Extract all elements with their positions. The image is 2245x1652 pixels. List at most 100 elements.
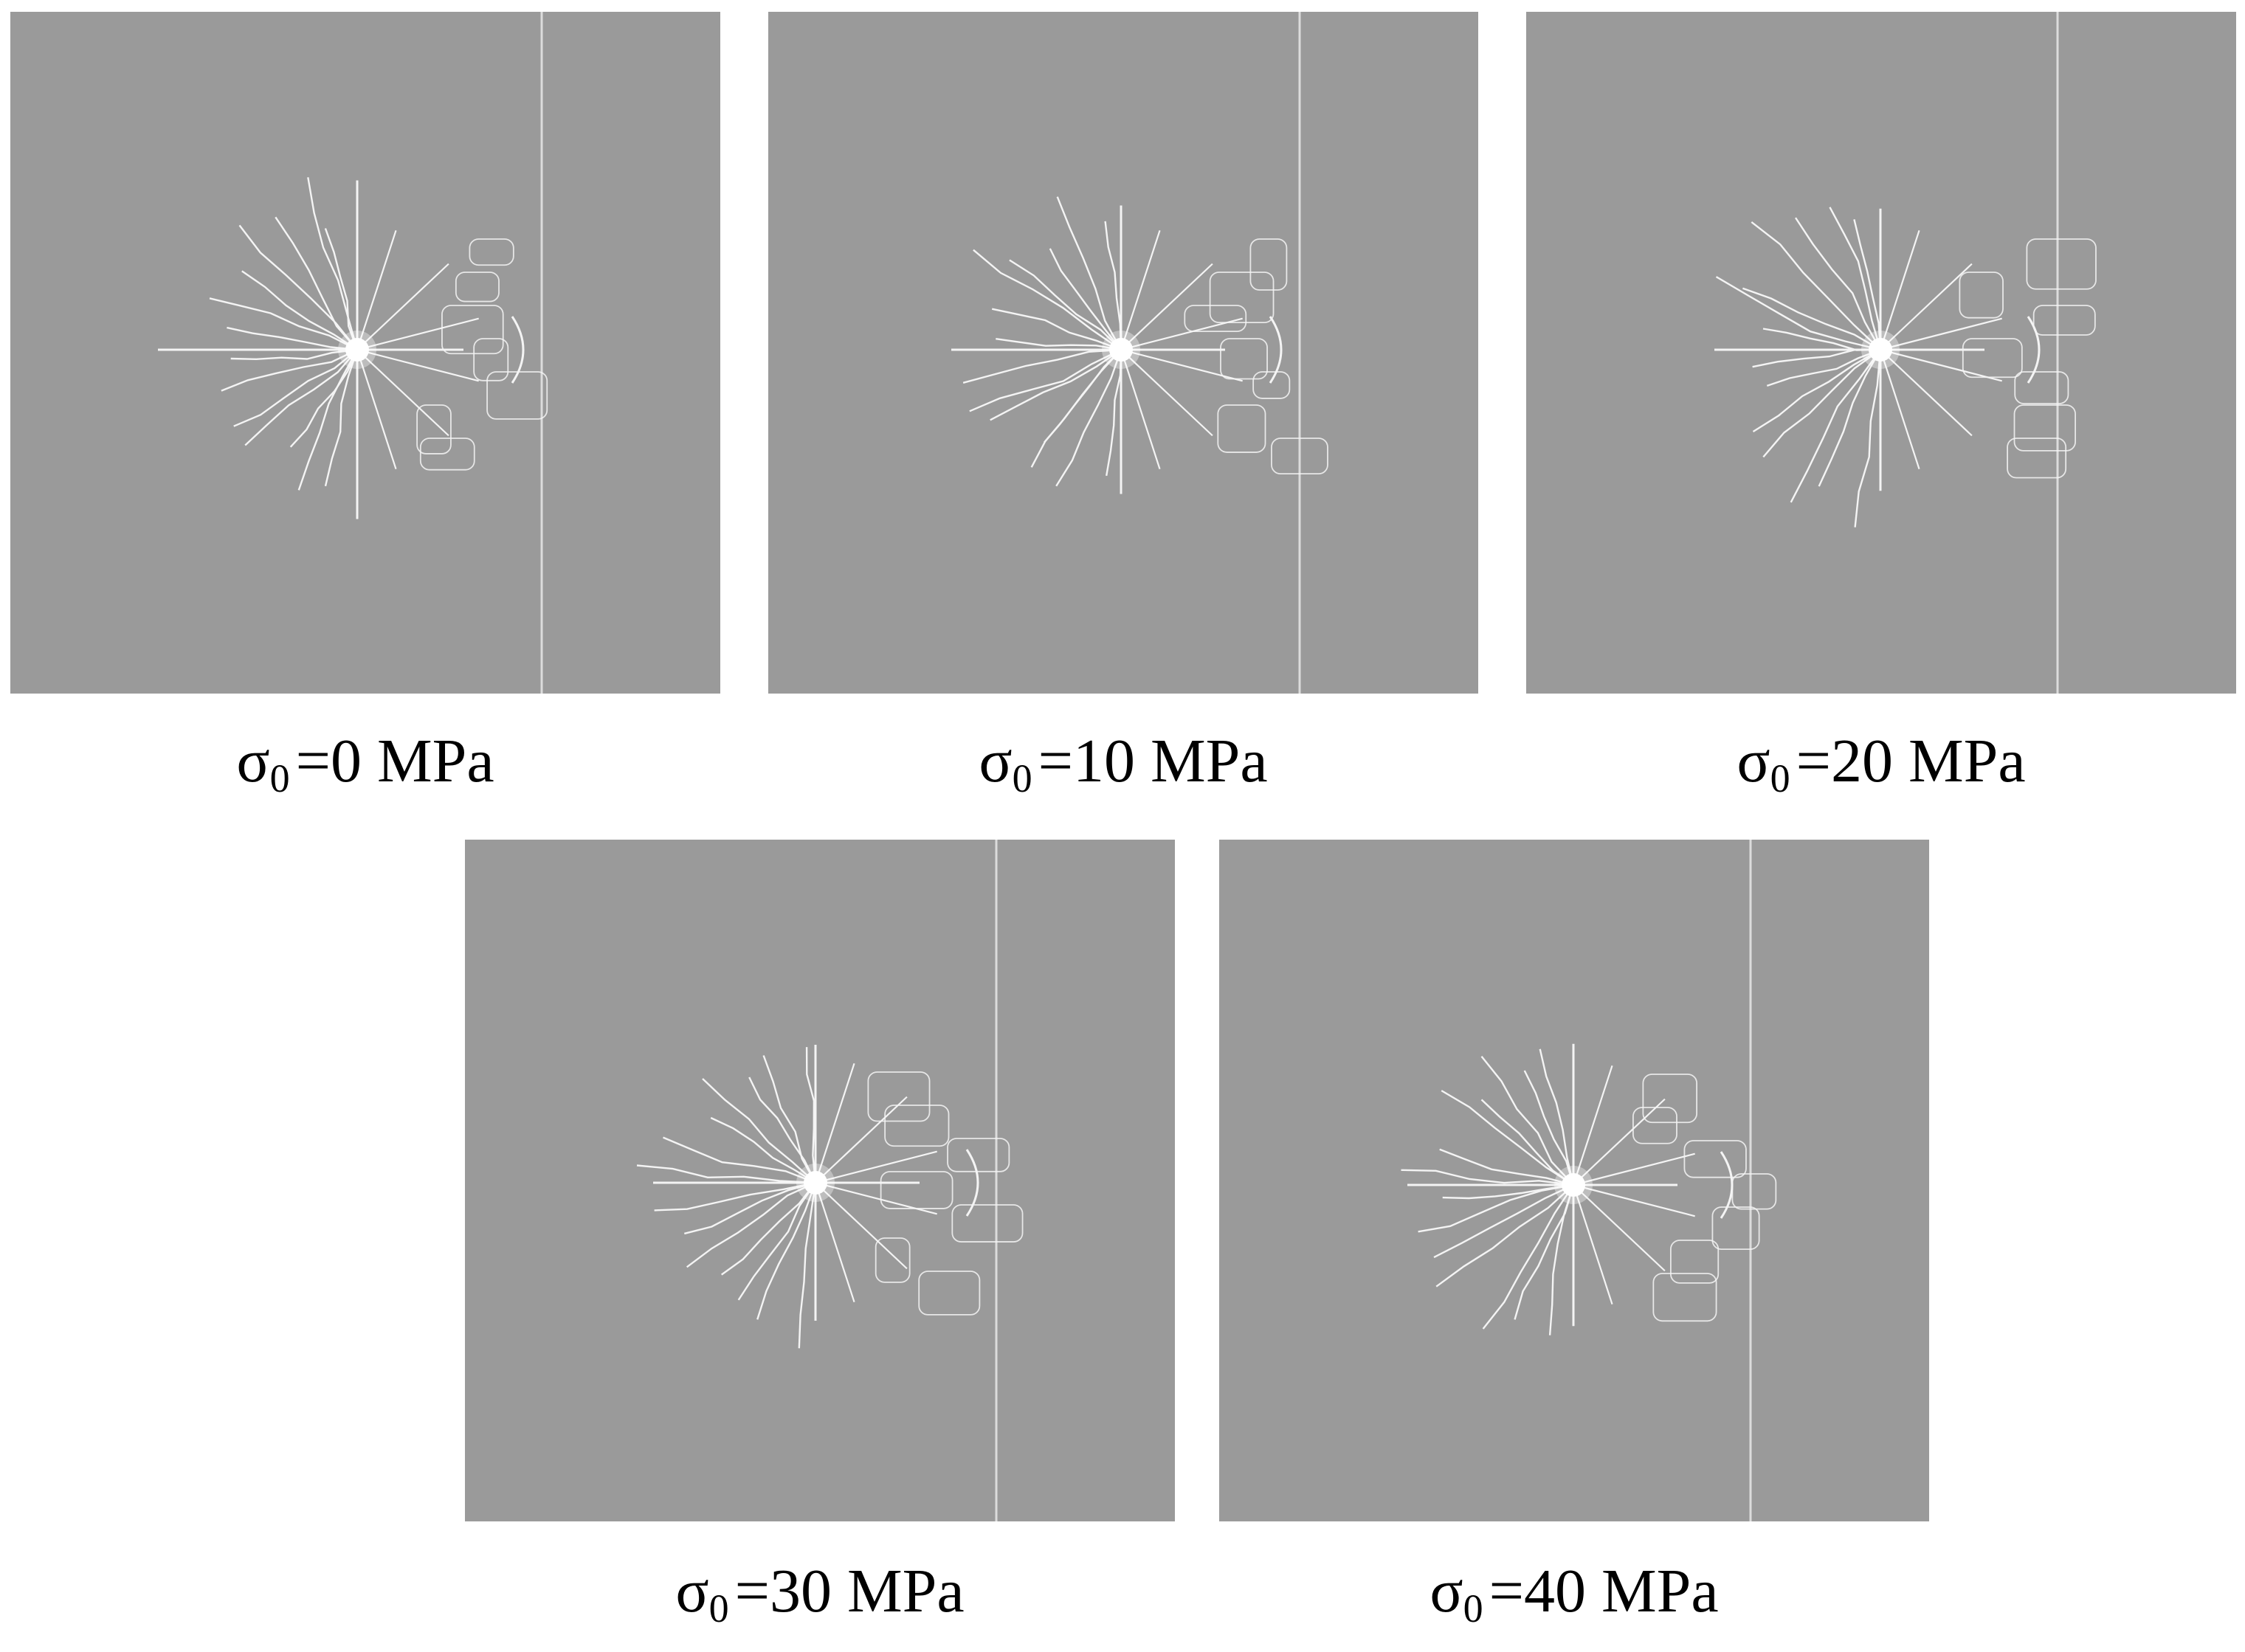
simulation-panel-40 bbox=[1219, 840, 1929, 1521]
radial-crack bbox=[241, 270, 358, 351]
caption-3: σ0=30 MPa bbox=[465, 1561, 1175, 1631]
radial-crack bbox=[1742, 287, 1881, 351]
fragment-outline bbox=[486, 371, 548, 420]
radial-crack bbox=[991, 308, 1122, 351]
fragment-outline bbox=[416, 404, 452, 455]
fragment-outline bbox=[1217, 404, 1266, 453]
caption-subscript: 0 bbox=[708, 1586, 729, 1631]
radial-crack bbox=[1104, 221, 1122, 350]
radial-crack bbox=[814, 1062, 855, 1183]
radial-crack bbox=[1120, 349, 1213, 437]
fragment-outline bbox=[1271, 438, 1328, 474]
caption-2: σ0=20 MPa bbox=[1526, 727, 2236, 801]
fragment-outline bbox=[1669, 1240, 1720, 1284]
crack-pattern-40 bbox=[1401, 840, 1777, 1521]
fragment-outline bbox=[2013, 404, 2076, 452]
fragment-outline bbox=[1209, 272, 1275, 324]
borehole bbox=[1869, 338, 1892, 362]
fragment-outline bbox=[1252, 371, 1291, 399]
radial-crack bbox=[748, 1076, 817, 1183]
radial-crack bbox=[289, 349, 359, 448]
radial-crack bbox=[1794, 217, 1882, 350]
radial-crack bbox=[1120, 263, 1213, 350]
radial-crack bbox=[815, 1182, 908, 1270]
crack-pattern-0 bbox=[158, 12, 548, 694]
caption-symbol: σ bbox=[1737, 727, 1770, 795]
radial-crack bbox=[969, 348, 1122, 412]
borehole bbox=[345, 338, 369, 362]
radial-crack bbox=[1573, 1183, 1695, 1217]
radial-crack bbox=[1056, 196, 1122, 350]
radial-crack bbox=[805, 1047, 817, 1183]
radial-crack bbox=[1751, 221, 1881, 350]
radial-crack bbox=[815, 1150, 937, 1184]
radial-crack bbox=[654, 1181, 816, 1212]
radial-crack bbox=[324, 349, 359, 487]
caption-subscript: 0 bbox=[1012, 756, 1032, 801]
reflection-arc bbox=[965, 1149, 979, 1217]
fragment-outline bbox=[947, 1138, 1010, 1172]
caption-value: =0 MPa bbox=[295, 727, 494, 795]
radial-crack bbox=[1853, 219, 1882, 350]
radial-crack bbox=[996, 338, 1122, 351]
fragment-outline bbox=[1731, 1173, 1777, 1210]
caption-subscript: 0 bbox=[1770, 756, 1790, 801]
radial-crack bbox=[356, 229, 397, 350]
radial-crack bbox=[798, 1182, 817, 1349]
radial-crack bbox=[1480, 1099, 1574, 1186]
reflection-arc bbox=[1720, 1151, 1734, 1219]
fragment-outline bbox=[1184, 305, 1247, 333]
reflection-arc bbox=[1269, 316, 1283, 384]
radial-crack bbox=[1441, 1090, 1574, 1186]
radial-crack bbox=[1880, 263, 1973, 350]
radial-crack bbox=[1401, 1169, 1574, 1186]
radial-crack bbox=[1766, 348, 1881, 387]
radial-crack bbox=[702, 1078, 816, 1183]
simulation-panel-30 bbox=[465, 840, 1175, 1521]
radial-crack bbox=[973, 249, 1122, 350]
radial-crack bbox=[990, 349, 1122, 421]
fragment-outline bbox=[875, 1237, 911, 1283]
radial-crack bbox=[720, 1182, 816, 1276]
caption-symbol: σ bbox=[1430, 1557, 1463, 1625]
fragment-outline bbox=[441, 305, 504, 355]
fragment-outline bbox=[469, 238, 514, 266]
radial-crack bbox=[1572, 1184, 1613, 1305]
fragment-outline bbox=[1683, 1140, 1747, 1178]
radial-crack bbox=[356, 348, 479, 382]
radial-crack bbox=[1120, 229, 1161, 350]
fragment-outline bbox=[1220, 338, 1268, 380]
radial-crack bbox=[221, 348, 358, 392]
radial-crack bbox=[1762, 349, 1881, 458]
radial-crack bbox=[684, 1181, 816, 1235]
radial-crack bbox=[297, 349, 359, 491]
fragment-outline bbox=[455, 272, 500, 303]
fragment-outline bbox=[1642, 1074, 1698, 1124]
radial-crack bbox=[1790, 349, 1881, 503]
fragment-outline bbox=[1959, 272, 2004, 319]
simulation-panel-0 bbox=[10, 12, 720, 694]
fragment-outline bbox=[2026, 238, 2097, 290]
radial-crack bbox=[356, 349, 449, 437]
fragment-outline bbox=[884, 1105, 950, 1147]
radial-crack bbox=[1880, 349, 1973, 437]
fragment-outline bbox=[1962, 338, 2023, 379]
fragment-outline bbox=[867, 1071, 931, 1122]
caption-value: =40 MPa bbox=[1489, 1557, 1719, 1625]
caption-subscript: 0 bbox=[269, 756, 290, 801]
radial-crack bbox=[737, 1182, 816, 1301]
fragment-outline bbox=[1711, 1206, 1760, 1251]
radial-crack bbox=[636, 1164, 816, 1184]
caption-1: σ0=10 MPa bbox=[768, 730, 1478, 801]
radial-crack bbox=[1548, 1184, 1575, 1335]
radial-crack bbox=[1715, 276, 1881, 351]
radial-crack bbox=[1480, 1055, 1574, 1186]
caption-subscript: 0 bbox=[1463, 1586, 1483, 1631]
radial-crack bbox=[1120, 349, 1161, 470]
radial-crack bbox=[1049, 248, 1122, 350]
radial-crack bbox=[962, 348, 1122, 384]
caption-0: σ0=0 MPa bbox=[10, 727, 720, 801]
fragment-outline bbox=[419, 438, 475, 471]
radial-crack bbox=[1879, 229, 1920, 350]
radial-crack bbox=[209, 297, 358, 351]
